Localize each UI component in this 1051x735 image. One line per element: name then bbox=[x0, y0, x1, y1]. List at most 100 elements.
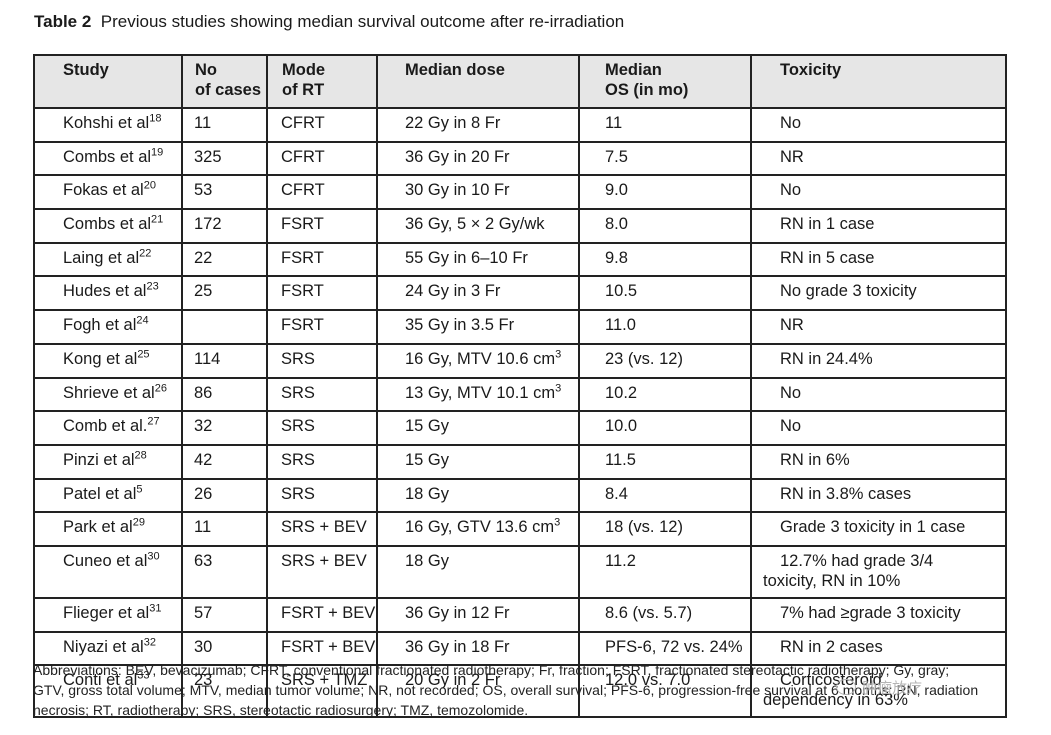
header-study: Study bbox=[33, 54, 183, 109]
reference-number: 28 bbox=[134, 449, 147, 462]
cell-dose: 15 Gy bbox=[376, 443, 580, 480]
mode-value: SRS bbox=[281, 383, 315, 402]
cell-cases: 22 bbox=[181, 241, 268, 278]
table-row: Kohshi et al18 11 CFRT 22 Gy in 8 Fr 11 No bbox=[33, 107, 1007, 143]
cases-value: 11 bbox=[194, 114, 212, 132]
cell-mode: SRS bbox=[266, 410, 378, 446]
cell-study: Laing et al22 bbox=[33, 241, 183, 278]
cell-toxicity: NR bbox=[750, 309, 1007, 345]
study-name: Conti et al bbox=[63, 671, 138, 690]
reference-number: 23 bbox=[146, 280, 159, 293]
cell-mode: SRS + BEV bbox=[266, 511, 378, 547]
cell-study: Kohshi et al18 bbox=[33, 107, 183, 143]
mode-value: SRS + BEV bbox=[281, 551, 367, 570]
cases-value: 63 bbox=[194, 551, 213, 570]
dose-value: 16 Gy, MTV 10.6 cm bbox=[405, 349, 556, 368]
study-name: Fokas et al bbox=[63, 181, 144, 200]
reference-number: 25 bbox=[137, 348, 150, 361]
toxicity-value: No bbox=[780, 114, 802, 132]
cell-os: 12.0 vs. 7.0 bbox=[578, 664, 752, 719]
cell-mode: FSRT bbox=[266, 208, 378, 244]
cases-value: 25 bbox=[194, 282, 213, 301]
abbrev-line: Abbreviations: BEV, bevacizumab; CFRT, c… bbox=[33, 662, 950, 678]
os-value: 11 bbox=[605, 114, 623, 132]
dose-value: 24 Gy in 3 Fr bbox=[405, 282, 501, 301]
mode-value: SRS bbox=[281, 450, 315, 469]
cell-dose: 16 Gy, MTV 10.6 cm3 bbox=[376, 342, 580, 379]
cases-value: 86 bbox=[194, 383, 213, 402]
mode-value: FSRT + BEV bbox=[281, 603, 376, 622]
cell-mode: FSRT bbox=[266, 309, 378, 345]
cell-cases: 86 bbox=[181, 376, 268, 413]
cases-value: 114 bbox=[194, 349, 221, 368]
reference-number: 30 bbox=[147, 550, 160, 563]
cell-dose: 36 Gy in 12 Fr bbox=[376, 596, 580, 633]
reference-number: 32 bbox=[143, 636, 156, 649]
study-name: Shrieve et al bbox=[63, 383, 155, 402]
cell-study: Combs et al21 bbox=[33, 208, 183, 244]
dose-value: 22 Gy in 8 Fr bbox=[405, 114, 501, 132]
cell-cases: 325 bbox=[181, 140, 268, 177]
cell-dose: 30 Gy in 10 Fr bbox=[376, 174, 580, 211]
cell-mode: SRS bbox=[266, 376, 378, 413]
cell-study: Conti et al33 bbox=[33, 664, 183, 719]
dose-value: 13 Gy, MTV 10.1 cm bbox=[405, 383, 556, 402]
mode-value: SRS bbox=[281, 484, 315, 503]
wechat-icon bbox=[836, 679, 856, 695]
dose-value: 20 Gy in 2 Fr bbox=[405, 671, 501, 690]
cases-value: 30 bbox=[194, 637, 213, 656]
cell-toxicity: No bbox=[750, 107, 1007, 143]
cell-os: 11.0 bbox=[578, 309, 752, 345]
cell-mode: FSRT bbox=[266, 275, 378, 312]
reference-number: 19 bbox=[151, 146, 164, 159]
cases-value: 53 bbox=[194, 181, 213, 200]
cell-dose: 36 Gy, 5 × 2 Gy/wk bbox=[376, 208, 580, 244]
mode-value: SRS bbox=[281, 349, 315, 368]
toxicity-value: Corticosteroid bbox=[780, 671, 882, 690]
table-row: Cuneo et al30 63 SRS + BEV 18 Gy 11.2 12.7% h… bbox=[33, 544, 1007, 599]
study-name: Fogh et al bbox=[63, 316, 137, 335]
study-name: Pinzi et al bbox=[63, 450, 135, 469]
cell-cases: 114 bbox=[181, 342, 268, 379]
study-name: Combs et al bbox=[63, 147, 152, 166]
table-row: Comb et al.27 32 SRS 15 Gy 10.0 No bbox=[33, 410, 1007, 446]
table-row: Conti et al33 23 SRS + TMZ 20 Gy in 2 Fr 12.… bbox=[33, 664, 1007, 719]
mode-value: CFRT bbox=[281, 181, 325, 200]
os-value: 11.5 bbox=[605, 450, 636, 469]
cell-mode: SRS bbox=[266, 443, 378, 480]
dose-value: 36 Gy in 12 Fr bbox=[405, 603, 510, 622]
cell-dose: 18 Gy bbox=[376, 477, 580, 514]
os-value: 10.0 bbox=[605, 417, 638, 436]
study-name: Kohshi et al bbox=[63, 114, 150, 132]
cell-os: 9.8 bbox=[578, 241, 752, 278]
cell-cases: 57 bbox=[181, 596, 268, 633]
table-row: Combs et al19 325 CFRT 36 Gy in 20 Fr 7.5 NR bbox=[33, 140, 1007, 177]
cell-toxicity: No grade 3 toxicity bbox=[750, 275, 1007, 312]
toxicity-value: Grade 3 toxicity in 1 case bbox=[780, 518, 966, 537]
mode-value: SRS + BEV bbox=[281, 518, 367, 537]
table-row: Fogh et al24 FSRT 35 Gy in 3.5 Fr 11.0 NR bbox=[33, 309, 1007, 345]
cell-cases bbox=[181, 309, 268, 345]
abbreviations-footnote: Abbreviations: BEV, bevacizumab; CFRT, c… bbox=[33, 660, 1033, 720]
cell-os: 10.0 bbox=[578, 410, 752, 446]
study-name: Patel et al bbox=[63, 484, 137, 503]
cell-os: 11.2 bbox=[578, 544, 752, 599]
cell-toxicity: No bbox=[750, 174, 1007, 211]
toxicity-value: 7% had ≥grade 3 toxicity bbox=[780, 603, 961, 622]
toxicity-value: NR bbox=[780, 147, 804, 166]
toxicity-value: RN in 5 case bbox=[780, 248, 875, 267]
abbrev-line: necrosis; RT, radiotherapy; SRS, stereot… bbox=[33, 702, 529, 718]
dose-value: 16 Gy, GTV 13.6 cm bbox=[405, 518, 555, 537]
reference-number: 29 bbox=[132, 516, 145, 529]
cell-cases: 23 bbox=[181, 664, 268, 719]
cell-dose: 36 Gy in 20 Fr bbox=[376, 140, 580, 177]
table-row: Niyazi et al32 30 FSRT + BEV 36 Gy in 18 Fr… bbox=[33, 630, 1007, 667]
cell-mode: FSRT bbox=[266, 241, 378, 278]
cell-mode: SRS bbox=[266, 342, 378, 379]
cell-toxicity: Grade 3 toxicity in 1 case bbox=[750, 511, 1007, 547]
cases-value: 57 bbox=[194, 603, 213, 622]
cell-cases: 42 bbox=[181, 443, 268, 480]
unit-exponent: 3 bbox=[555, 348, 562, 361]
cell-os: 9.0 bbox=[578, 174, 752, 211]
cases-value: 11 bbox=[194, 518, 212, 537]
